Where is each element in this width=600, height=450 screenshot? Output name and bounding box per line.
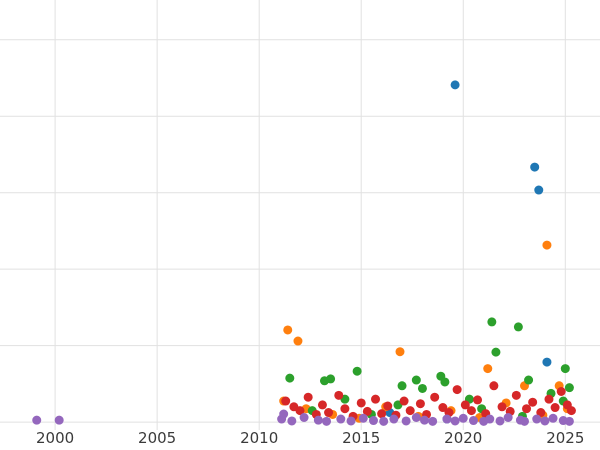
data-point — [548, 413, 558, 423]
data-point — [460, 400, 470, 410]
data-point — [419, 415, 429, 425]
data-point — [326, 374, 336, 384]
data-point — [279, 409, 289, 419]
data-point — [324, 408, 334, 418]
data-point — [430, 392, 440, 402]
data-point — [389, 414, 399, 424]
data-point — [399, 396, 409, 406]
data-point — [336, 414, 346, 424]
data-point — [540, 416, 550, 426]
data-point — [362, 406, 372, 416]
data-point — [487, 317, 497, 327]
data-point — [281, 396, 291, 406]
data-point — [442, 414, 452, 424]
data-point — [473, 395, 483, 405]
data-point — [513, 322, 523, 332]
data-point — [503, 413, 513, 423]
data-point — [352, 366, 362, 376]
data-point — [536, 408, 546, 418]
x-tick-label: 2005 — [138, 429, 176, 447]
data-point — [356, 398, 366, 408]
data-point — [566, 406, 576, 416]
data-point — [534, 185, 544, 195]
data-point — [511, 390, 521, 400]
data-point — [379, 416, 389, 426]
x-tick-label: 2010 — [240, 429, 278, 447]
data-point — [346, 416, 356, 426]
data-point — [550, 403, 560, 413]
data-point — [466, 406, 476, 416]
data-point — [371, 394, 381, 404]
data-point — [497, 402, 507, 412]
data-point — [458, 413, 468, 423]
data-point — [519, 416, 529, 426]
data-point — [428, 416, 438, 426]
data-point — [452, 385, 462, 395]
data-point — [491, 347, 501, 357]
data-point — [313, 415, 323, 425]
data-point — [415, 399, 425, 409]
data-point — [377, 409, 387, 419]
data-point — [564, 416, 574, 426]
data-point — [560, 364, 570, 374]
data-point — [544, 394, 554, 404]
data-point — [485, 414, 495, 424]
x-tick-label: 2015 — [342, 429, 380, 447]
data-point — [397, 381, 407, 391]
data-point — [293, 336, 303, 346]
data-point — [54, 415, 64, 425]
data-point — [530, 162, 540, 172]
data-point — [450, 416, 460, 426]
data-point — [438, 403, 448, 413]
data-point — [334, 390, 344, 400]
x-tick-label: 2000 — [36, 429, 74, 447]
data-point — [368, 416, 378, 426]
data-point — [556, 387, 566, 397]
data-point — [483, 364, 493, 374]
data-point — [440, 377, 450, 387]
x-tick-label: 2020 — [444, 429, 482, 447]
data-point — [32, 415, 42, 425]
data-point — [542, 240, 552, 250]
data-point — [340, 404, 350, 414]
x-tick-label: 2025 — [546, 429, 584, 447]
data-point — [528, 397, 538, 407]
data-point — [524, 375, 534, 385]
data-point — [317, 400, 327, 410]
data-point — [405, 406, 415, 416]
data-point — [532, 414, 542, 424]
data-point — [358, 413, 368, 423]
data-point — [411, 375, 421, 385]
data-point — [417, 383, 427, 393]
data-point — [468, 416, 478, 426]
data-point — [383, 401, 393, 411]
data-point — [401, 416, 411, 426]
data-point — [299, 413, 309, 423]
data-point — [395, 347, 405, 357]
data-point — [322, 416, 332, 426]
data-point — [283, 325, 293, 335]
data-point — [450, 80, 460, 90]
data-point — [411, 413, 421, 423]
data-point — [287, 416, 297, 426]
data-point — [489, 381, 499, 391]
data-point — [522, 404, 532, 414]
data-point — [285, 373, 295, 383]
data-point — [495, 416, 505, 426]
data-point — [542, 357, 552, 367]
data-point — [564, 383, 574, 393]
data-point — [295, 406, 305, 416]
data-point — [303, 392, 313, 402]
